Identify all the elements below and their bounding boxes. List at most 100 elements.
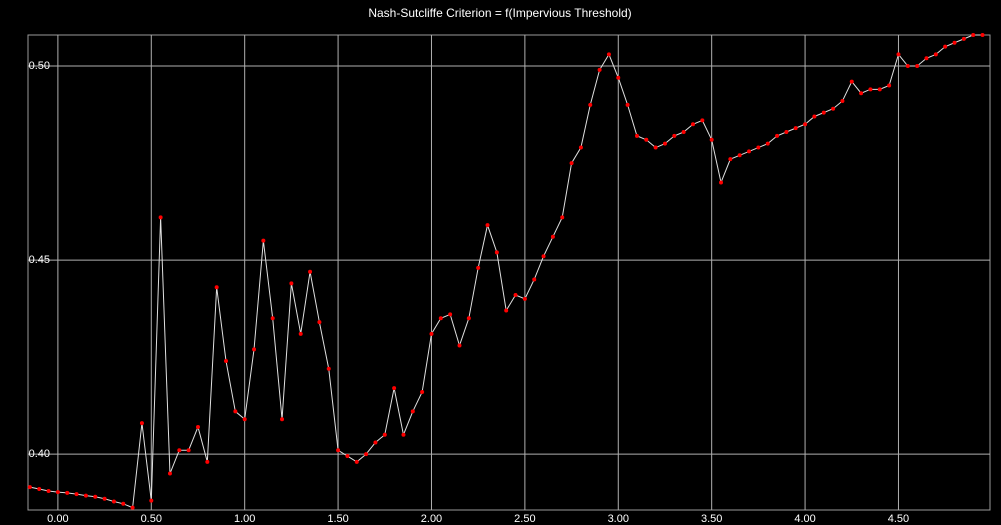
data-point <box>466 316 471 321</box>
data-point <box>177 448 182 453</box>
data-point <box>280 417 285 422</box>
data-point <box>252 347 257 352</box>
data-point <box>541 254 546 259</box>
data-point <box>382 432 387 437</box>
x-tick-label: 1.50 <box>327 513 348 525</box>
y-tick-label: 0.40 <box>29 448 50 460</box>
y-tick-label: 0.45 <box>29 254 50 266</box>
data-point <box>625 102 630 107</box>
data-point <box>429 331 434 336</box>
data-point <box>345 454 350 459</box>
data-point <box>784 130 789 135</box>
data-point <box>756 145 761 150</box>
data-point <box>494 250 499 255</box>
data-point <box>709 137 714 142</box>
data-point <box>65 490 70 495</box>
data-point <box>55 490 60 495</box>
data-point <box>364 452 369 457</box>
data-point <box>859 91 864 96</box>
data-point <box>924 56 929 61</box>
data-point <box>653 145 658 150</box>
data-point <box>765 141 770 146</box>
data-point <box>747 149 752 154</box>
data-point <box>943 44 948 49</box>
data-point <box>298 331 303 336</box>
data-point <box>915 64 920 69</box>
data-point <box>401 432 406 437</box>
x-tick-label: 2.50 <box>514 513 535 525</box>
data-point <box>93 494 98 499</box>
data-point <box>905 64 910 69</box>
data-point <box>214 285 219 290</box>
data-point <box>233 409 238 414</box>
data-point <box>719 180 724 185</box>
data-point <box>728 157 733 162</box>
data-point <box>877 87 882 92</box>
data-point <box>261 238 266 243</box>
data-point <box>317 320 322 325</box>
data-point <box>504 308 509 313</box>
x-tick-label: 4.50 <box>888 513 909 525</box>
x-tick-label: 0.00 <box>47 513 68 525</box>
data-point <box>186 448 191 453</box>
data-point <box>775 133 780 138</box>
data-point <box>803 122 808 127</box>
data-point <box>83 493 88 498</box>
data-point <box>952 40 957 45</box>
data-point <box>690 122 695 127</box>
data-point <box>308 269 313 274</box>
data-point <box>130 505 135 510</box>
data-point <box>392 386 397 391</box>
data-point <box>961 36 966 41</box>
data-point <box>887 83 892 88</box>
data-point <box>737 153 742 158</box>
data-point <box>420 390 425 395</box>
data-point <box>672 133 677 138</box>
data-point <box>812 114 817 119</box>
data-point <box>158 215 163 220</box>
data-point <box>644 137 649 142</box>
chart-title: Nash-Sutcliffe Criterion = f(Impervious … <box>368 6 631 20</box>
data-point <box>522 296 527 301</box>
data-point <box>569 161 574 166</box>
data-point <box>448 312 453 317</box>
data-point <box>139 421 144 426</box>
x-tick-label: 4.00 <box>794 513 815 525</box>
data-point <box>868 87 873 92</box>
data-point <box>289 281 294 286</box>
data-point <box>205 459 210 464</box>
data-point <box>597 67 602 72</box>
data-point <box>606 52 611 57</box>
data-point <box>438 316 443 321</box>
x-tick-label: 0.50 <box>141 513 162 525</box>
data-point <box>793 126 798 131</box>
data-point <box>270 316 275 321</box>
data-point <box>550 234 555 239</box>
data-point <box>373 440 378 445</box>
data-point <box>476 265 481 270</box>
data-point <box>457 343 462 348</box>
data-point <box>149 498 154 503</box>
data-point <box>102 496 107 501</box>
data-point <box>195 424 200 429</box>
data-point <box>513 293 518 298</box>
data-point <box>849 79 854 84</box>
data-point <box>46 488 51 493</box>
data-point <box>532 277 537 282</box>
data-point <box>410 409 415 414</box>
data-point <box>971 33 976 37</box>
data-point <box>578 145 583 150</box>
data-point <box>560 215 565 220</box>
data-point <box>821 110 826 115</box>
data-point <box>588 102 593 107</box>
data-point <box>634 133 639 138</box>
data-point <box>700 118 705 123</box>
data-point <box>27 485 32 490</box>
data-point <box>840 98 845 103</box>
y-tick-label: 0.50 <box>29 60 50 72</box>
data-point <box>896 52 901 57</box>
data-point <box>121 501 126 506</box>
